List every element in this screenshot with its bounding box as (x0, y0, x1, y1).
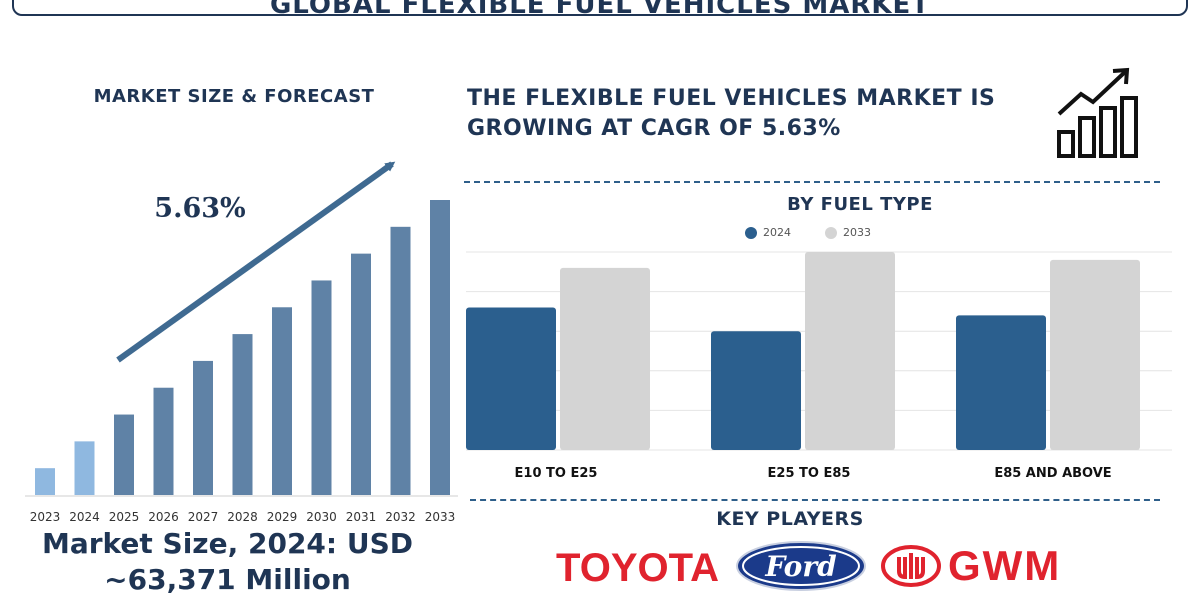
market-size-heading: MARKET SIZE & FORECAST (93, 86, 375, 107)
section-divider-top (464, 181, 1160, 183)
fuel-type-heading: BY FUEL TYPE (787, 194, 933, 215)
cagr-annotation: 5.63% (154, 193, 245, 224)
fuel-bar-2033-3 (1050, 259, 1140, 450)
legend-item-2024: 2024 (745, 226, 791, 239)
gwm-logo: GWM (948, 542, 1062, 589)
trend-arrow (116, 161, 396, 363)
legend-label-2024: 2024 (763, 226, 791, 239)
cagr-headline: THE FLEXIBLE FUEL VEHICLES MARKET IS GRO… (467, 84, 1047, 144)
market-size-line1: Market Size, 2024: USD (41, 527, 413, 560)
fuel-bar-2024-1 (466, 307, 556, 450)
section-divider-bottom (470, 499, 1160, 501)
forecast-bar-2031 (351, 253, 371, 495)
ford-logo: Ford (736, 541, 866, 591)
market-forecast-chart: 2023 2024 2025 2026 2027 2028 2029 2030 2031 2032… (25, 161, 458, 524)
legend-swatch-2033 (825, 226, 837, 239)
year-tick-label: 2024 (69, 510, 100, 524)
forecast-bar-2025 (114, 414, 134, 495)
year-tick-label: 2032 (385, 510, 416, 524)
fuel-type-chart (466, 251, 1172, 451)
toyota-logo: TOYOTA (556, 546, 719, 590)
forecast-bar-2026 (153, 387, 174, 495)
year-tick-label: 2027 (188, 510, 219, 524)
legend-swatch-2024 (745, 226, 757, 239)
forecast-bar-2029 (272, 307, 292, 495)
year-tick-label: 2025 (109, 510, 140, 524)
legend-item-2033: 2033 (825, 226, 871, 239)
forecast-bar-2030 (311, 280, 332, 495)
fuel-bar-2033-1 (560, 267, 650, 450)
page-title: GLOBAL FLEXIBLE FUEL VEHICLES MARKET (269, 0, 931, 16)
fuel-bar-2024-3 (956, 315, 1046, 450)
year-tick-label: 2028 (227, 510, 258, 524)
growth-chart-icon (1057, 67, 1138, 158)
fuel-bar-2024-2 (711, 331, 801, 450)
market-size-line2: ~63,371 Million (104, 563, 351, 596)
legend-label-2033: 2033 (843, 226, 871, 239)
ford-logo-text: Ford (764, 550, 836, 583)
headline-line2: GROWING AT CAGR OF 5.63% (467, 116, 841, 141)
forecast-bar-2024 (74, 441, 95, 495)
year-tick-label: 2026 (148, 510, 179, 524)
forecast-bar-2032 (390, 226, 411, 495)
headline-line1: THE FLEXIBLE FUEL VEHICLES MARKET IS (467, 86, 996, 111)
year-tick-label: 2031 (346, 510, 377, 524)
category-label-e85-above: E85 AND ABOVE (994, 466, 1112, 481)
forecast-bar-2033 (430, 200, 450, 495)
year-tick-label: 2029 (267, 510, 298, 524)
year-tick-label: 2023 (30, 510, 61, 524)
forecast-bar-2027 (193, 360, 213, 495)
category-label-e10-e25: E10 TO E25 (514, 466, 598, 481)
gwm-emblem-icon (881, 545, 941, 587)
key-players-heading: KEY PLAYERS (716, 508, 864, 530)
forecast-bar-2028 (232, 334, 253, 495)
fuel-bar-2033-2 (805, 252, 895, 450)
year-tick-label: 2033 (425, 510, 456, 524)
year-tick-label: 2030 (306, 510, 337, 524)
chart-legend: 2024 2033 (745, 226, 871, 239)
forecast-bar-2023 (35, 468, 55, 495)
title-banner: GLOBAL FLEXIBLE FUEL VEHICLES MARKET (12, 0, 1188, 16)
market-size-text: Market Size, 2024: USD ~63,371 Million (0, 526, 455, 598)
category-label-e25-e85: E25 TO E85 (767, 466, 851, 481)
